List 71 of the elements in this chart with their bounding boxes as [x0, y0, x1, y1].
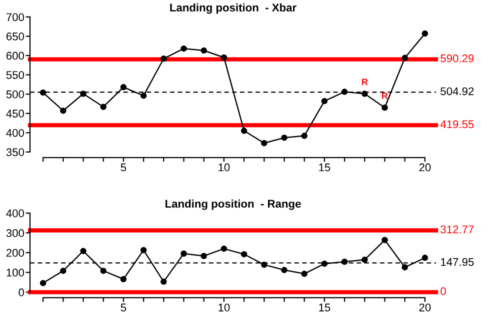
x-tick-label: 10: [218, 304, 230, 312]
annotation: R: [362, 78, 368, 85]
ref-line-label: 419.55: [440, 120, 474, 128]
point: [382, 104, 388, 111]
y-tick-label: 200: [6, 248, 24, 257]
x-tick-label: 5: [120, 304, 126, 312]
y-tick-label: 0: [18, 288, 24, 296]
point: [341, 258, 348, 265]
point: [60, 108, 66, 114]
point: [200, 47, 207, 54]
ref-line-label: 504.92: [440, 87, 474, 96]
point: [402, 54, 408, 61]
point: [40, 280, 46, 286]
y-tick-label: 100: [6, 268, 24, 277]
point: [100, 104, 106, 110]
point: [261, 140, 268, 146]
point: [60, 268, 66, 274]
point: [422, 254, 428, 261]
point: [80, 248, 86, 254]
point: [422, 30, 428, 37]
point: [301, 132, 308, 139]
y-tick-label: 450: [6, 110, 24, 118]
point: [100, 268, 106, 274]
x-tick-label: 10: [218, 163, 230, 172]
point: [180, 250, 187, 257]
point: [281, 266, 288, 274]
point: [80, 90, 86, 97]
point: [402, 264, 408, 270]
ref-line-label: 590.29: [440, 54, 474, 62]
y-tick-label: 550: [6, 71, 24, 79]
chart-title: Landing position - Xbar: [170, 3, 296, 14]
ref-line-label: 147.95: [441, 258, 474, 266]
y-tick-label: 300: [6, 229, 24, 238]
y-tick-label: 650: [6, 32, 24, 40]
x-tick-label: 15: [319, 164, 330, 172]
y-tick-label: 400: [6, 128, 24, 137]
point: [160, 56, 167, 62]
y-tick-label: 700: [6, 13, 24, 22]
y-tick-label: 350: [6, 148, 24, 156]
point: [220, 246, 228, 252]
point: [341, 88, 348, 95]
y-tick-label: 600: [6, 52, 24, 60]
point: [321, 260, 328, 267]
point: [362, 256, 368, 263]
y-tick-label: 400: [6, 209, 24, 218]
point: [140, 92, 147, 99]
point: [220, 54, 228, 61]
point: [362, 90, 368, 97]
point: [240, 251, 248, 258]
point: [200, 252, 207, 260]
x-tick-label: 5: [120, 164, 126, 172]
point: [120, 276, 127, 282]
y-tick-label: 500: [6, 90, 24, 98]
point: [240, 128, 248, 134]
point: [140, 246, 147, 254]
point: [382, 236, 388, 244]
ref-line-label: 312.77: [440, 225, 474, 234]
ref-line-label: 0: [440, 287, 446, 296]
point: [301, 270, 308, 277]
point: [40, 89, 46, 96]
point: [261, 262, 268, 268]
point: [281, 134, 288, 141]
annotation: R: [382, 92, 388, 99]
point: [180, 45, 187, 52]
x-tick-label: 20: [419, 163, 431, 172]
x-tick-label: 15: [319, 304, 330, 312]
chart-title: Landing position - Range: [166, 200, 301, 210]
x-tick-label: 20: [419, 304, 431, 312]
point: [160, 278, 167, 285]
point: [321, 98, 328, 104]
point: [120, 84, 127, 90]
